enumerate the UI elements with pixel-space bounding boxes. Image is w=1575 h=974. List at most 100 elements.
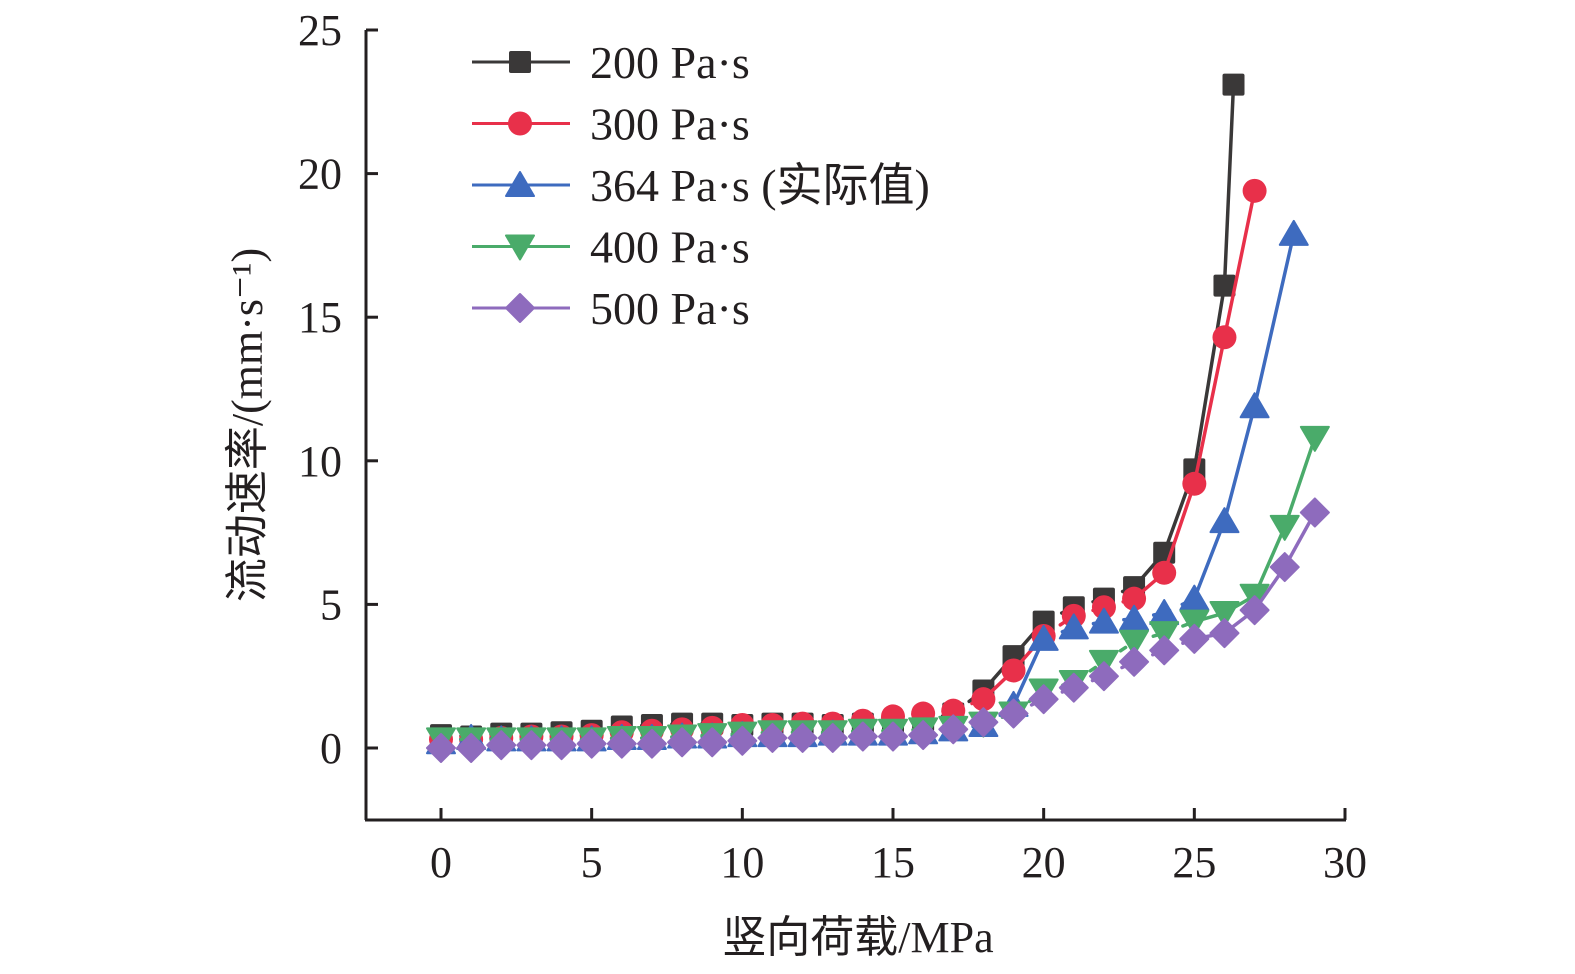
series-triangle-up xyxy=(426,219,1309,755)
y-axis-title: 流动速率/(mm·s⁻¹) xyxy=(223,248,272,602)
data-point xyxy=(1212,325,1237,350)
data-point xyxy=(817,722,848,753)
data-point xyxy=(1299,497,1330,528)
legend-label: 400 Pa·s xyxy=(590,222,750,273)
data-point xyxy=(727,725,758,756)
data-point xyxy=(908,720,939,751)
data-point xyxy=(1278,219,1309,246)
x-tick-label: 20 xyxy=(1022,838,1066,887)
legend-marker-triangle-up xyxy=(505,171,535,197)
legend-label: 200 Pa·s xyxy=(590,37,750,88)
data-point xyxy=(1179,609,1210,636)
data-point xyxy=(1182,471,1207,496)
data-point xyxy=(1149,635,1180,666)
data-point xyxy=(1209,507,1240,534)
data-point xyxy=(1239,595,1270,626)
legend-item: 300 Pa·s xyxy=(472,99,750,150)
series-line-segment xyxy=(1222,404,1257,523)
data-point xyxy=(1149,599,1180,626)
legend-marker-square xyxy=(509,51,531,73)
data-point xyxy=(576,728,607,759)
y-tick-label: 0 xyxy=(320,724,342,773)
x-ticks: 0 5 10 15 20 25 30 xyxy=(430,808,1367,887)
legend-marker-diamond xyxy=(505,293,535,323)
data-point xyxy=(1209,618,1240,649)
data-point xyxy=(1091,595,1116,620)
data-point xyxy=(1119,629,1150,656)
series-line-segment xyxy=(1192,335,1227,486)
data-point xyxy=(1088,607,1119,634)
data-point xyxy=(1058,613,1089,640)
data-point xyxy=(1179,623,1210,654)
data-point xyxy=(456,733,487,763)
data-point xyxy=(1222,73,1245,96)
data-point xyxy=(878,721,908,752)
data-point xyxy=(1179,584,1210,611)
series-line-segment xyxy=(1282,436,1317,529)
data-point xyxy=(1239,392,1270,419)
data-point xyxy=(606,728,637,759)
data-point xyxy=(1152,560,1177,585)
data-point xyxy=(1058,672,1089,703)
x-tick-label: 25 xyxy=(1172,838,1216,887)
legend-label: 300 Pa·s xyxy=(590,99,750,150)
data-point xyxy=(1119,646,1150,677)
legend-item: 200 Pa·s xyxy=(472,37,750,88)
data-point xyxy=(1299,425,1330,452)
data-point xyxy=(516,730,547,761)
data-point xyxy=(1213,274,1236,297)
data-point xyxy=(1242,178,1267,203)
data-point xyxy=(1269,514,1300,541)
y-tick-label: 20 xyxy=(298,150,342,199)
data-point xyxy=(998,698,1029,729)
data-point xyxy=(757,722,788,753)
series-line-segment xyxy=(1222,189,1257,340)
legend-marker-triangle-down xyxy=(505,234,535,261)
x-tick-label: 10 xyxy=(720,838,764,887)
data-point xyxy=(486,730,517,761)
data-point xyxy=(426,733,456,763)
data-point xyxy=(1149,621,1180,648)
data-point xyxy=(1028,684,1059,715)
series-line-segment xyxy=(1252,232,1296,408)
y-tick-label: 25 xyxy=(298,6,342,55)
series-diamond xyxy=(426,497,1330,763)
series-line-segment xyxy=(1192,283,1227,472)
data-point xyxy=(1088,661,1119,692)
legend: 200 Pa·s 300 Pa·s 364 Pa·s (实际值) 400 Pa·s 50… xyxy=(472,37,930,334)
x-tick-label: 15 xyxy=(871,838,915,887)
x-tick-label: 5 xyxy=(581,838,603,887)
data-point xyxy=(1001,658,1026,683)
legend-item: 500 Pa·s xyxy=(472,283,750,334)
series-line-segment xyxy=(1192,519,1227,601)
x-tick-label: 30 xyxy=(1323,838,1367,887)
data-point xyxy=(1122,586,1147,611)
y-ticks: 0 5 10 15 20 25 xyxy=(298,6,378,773)
legend-label: 364 Pa·s (实际值) xyxy=(590,160,930,211)
legend-item: 364 Pa·s (实际值) xyxy=(472,160,930,211)
plot-area xyxy=(426,73,1330,763)
y-tick-label: 5 xyxy=(320,580,342,629)
data-point xyxy=(546,730,577,761)
data-point xyxy=(971,687,996,712)
series-line-segment xyxy=(1222,82,1236,288)
data-point xyxy=(1209,601,1240,628)
x-axis-title: 竖向荷载/MPa xyxy=(722,913,993,962)
data-point xyxy=(847,721,878,752)
series-line-segment xyxy=(1162,482,1197,575)
legend-item: 400 Pa·s xyxy=(472,222,750,273)
y-tick-label: 15 xyxy=(298,293,342,342)
legend-marker-circle xyxy=(508,111,532,136)
axes: 0 5 10 15 20 25 30 0 5 10 15 20 25 xyxy=(298,6,1367,887)
data-point xyxy=(968,707,999,738)
data-point xyxy=(1269,552,1300,583)
x-tick-label: 0 xyxy=(430,838,452,887)
data-point xyxy=(667,727,698,758)
data-point xyxy=(1028,624,1059,651)
data-point xyxy=(1119,604,1150,631)
data-point xyxy=(938,714,969,745)
data-point xyxy=(636,728,667,759)
data-point xyxy=(787,722,818,753)
y-tick-label: 10 xyxy=(298,437,342,486)
